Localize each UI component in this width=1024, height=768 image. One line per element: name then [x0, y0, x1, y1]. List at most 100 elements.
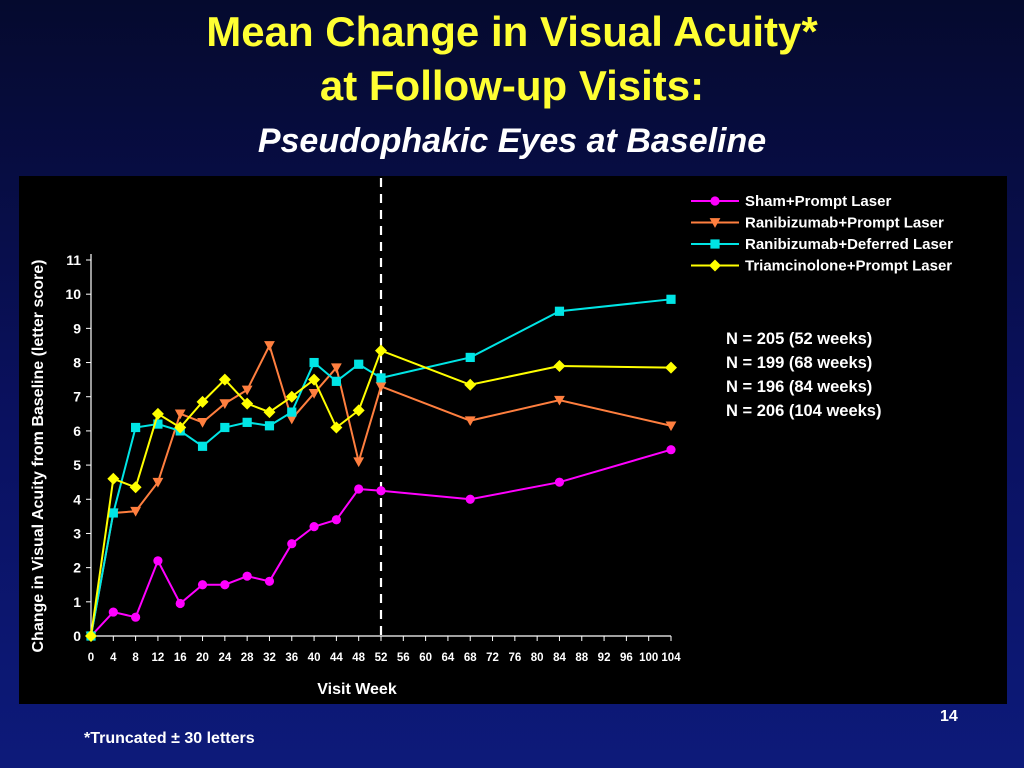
- series-2-point: [264, 341, 275, 351]
- series-2-point: [286, 414, 298, 425]
- x-tick-label: 92: [598, 652, 611, 664]
- x-tick-label: 104: [661, 652, 681, 664]
- x-tick-label: 72: [486, 652, 499, 664]
- n-annotation: N = 196 (84 weeks): [726, 378, 872, 396]
- x-tick-label: 4: [110, 652, 117, 664]
- series-4-point: [553, 359, 566, 372]
- series-4-point: [330, 421, 343, 434]
- series-2-point: [330, 363, 342, 374]
- series-2-point: [130, 506, 142, 517]
- series-4-point: [85, 630, 97, 642]
- series-1-point: [153, 556, 163, 566]
- x-tick-label: 84: [553, 652, 566, 664]
- x-tick-label: 40: [308, 652, 321, 664]
- series-4-point: [308, 373, 321, 386]
- slide-title-line2: at Follow-up Visits:: [319, 62, 705, 109]
- series-3-point: [666, 294, 676, 304]
- series-4-point: [107, 472, 120, 485]
- y-tick-label: 11: [66, 252, 81, 268]
- series-4-point: [285, 390, 298, 403]
- series-3-point: [554, 306, 565, 316]
- x-tick-label: 80: [531, 652, 544, 664]
- page-number: 14: [940, 708, 958, 725]
- legend-label: Ranibizumab+Prompt Laser: [745, 215, 944, 232]
- series-1-point: [666, 445, 676, 455]
- series-4-point: [263, 406, 276, 419]
- y-tick-label: 6: [73, 423, 81, 439]
- y-tick-label: 5: [73, 457, 81, 473]
- x-tick-label: 56: [397, 652, 410, 664]
- series-2-point: [464, 416, 476, 427]
- series-1-point: [131, 612, 141, 622]
- x-tick-label: 12: [152, 652, 165, 664]
- x-tick-label: 76: [508, 652, 521, 664]
- x-tick-label: 24: [218, 652, 231, 664]
- series-4-point: [196, 395, 209, 408]
- series-1-point: [197, 580, 208, 590]
- series-3-point: [153, 419, 163, 429]
- series-1-point: [465, 494, 475, 504]
- y-tick-label: 1: [73, 594, 81, 610]
- y-tick-label: 4: [73, 491, 81, 507]
- series-1-point: [242, 571, 252, 581]
- legend-label: Ranibizumab+Deferred Laser: [745, 236, 953, 253]
- n-annotation: N = 199 (68 weeks): [726, 354, 872, 372]
- chart-panel: 0 1 2 3 4 5 6 7 8 9 10 11 0 4 8 12 16 20 24 28 32 36 40 44 48 52 5…: [19, 176, 1007, 704]
- legend-marker: [710, 239, 720, 249]
- series-2-point: [152, 477, 164, 488]
- series-1-point: [309, 522, 319, 532]
- series-3-point: [197, 441, 208, 451]
- series-1-point: [287, 539, 297, 549]
- series-1-point: [220, 580, 230, 590]
- y-tick-label: 7: [73, 389, 81, 405]
- n-annotation: N = 205 (52 weeks): [726, 330, 872, 348]
- series-4-point: [129, 481, 142, 494]
- x-tick-label: 48: [352, 652, 365, 664]
- x-tick-label: 44: [330, 652, 343, 664]
- y-axis-label: Change in Visual Acuity from Baseline (l…: [30, 260, 47, 653]
- series-2-point: [554, 395, 565, 406]
- series-4-point: [218, 373, 231, 386]
- x-tick-label: 88: [575, 652, 588, 664]
- series-3-point: [376, 373, 386, 383]
- series-4-point: [665, 361, 677, 374]
- series-1-point: [376, 486, 386, 496]
- series-4-point: [375, 344, 387, 357]
- series-4-point: [352, 404, 365, 417]
- series-3-point: [220, 422, 230, 433]
- series-3-point: [309, 357, 319, 368]
- n-annotation: N = 206 (104 weeks): [726, 402, 881, 420]
- series-2-point: [241, 385, 253, 396]
- series-3-point: [354, 359, 364, 369]
- series-2-point: [375, 382, 387, 392]
- series-1-point: [108, 607, 118, 617]
- x-tick-label: 36: [285, 652, 298, 664]
- series-1-point: [331, 515, 341, 525]
- y-tick-label: 9: [73, 320, 81, 336]
- x-tick-label: 60: [419, 652, 432, 664]
- legend-label: Triamcinolone+Prompt Laser: [745, 258, 952, 275]
- x-tick-label: 96: [620, 652, 633, 664]
- footnote: *Truncated ± 30 letters: [84, 730, 255, 747]
- x-tick-label: 8: [132, 652, 139, 664]
- legend-marker: [710, 196, 720, 206]
- series-3-point: [131, 422, 141, 433]
- x-axis-label: Visit Week: [317, 681, 397, 698]
- x-tick-label: 32: [263, 652, 276, 664]
- series-4-point: [151, 407, 164, 420]
- series-1-point: [264, 576, 275, 586]
- y-tick-label: 2: [73, 560, 81, 576]
- y-tick-label: 8: [73, 355, 81, 371]
- series-2-point: [665, 421, 677, 432]
- x-tick-label: 68: [464, 652, 477, 664]
- series-3-point: [465, 352, 475, 363]
- slide-subtitle: Pseudophakic Eyes at Baseline: [257, 122, 767, 160]
- x-tick-label: 52: [375, 652, 388, 664]
- series-1-point: [175, 598, 185, 609]
- series-line-1: [90, 448, 672, 637]
- series-3-point: [108, 508, 118, 518]
- slide-title-line1: Mean Change in Visual Acuity*: [206, 8, 818, 55]
- series-1-point: [554, 477, 565, 487]
- y-tick-label: 3: [73, 525, 81, 541]
